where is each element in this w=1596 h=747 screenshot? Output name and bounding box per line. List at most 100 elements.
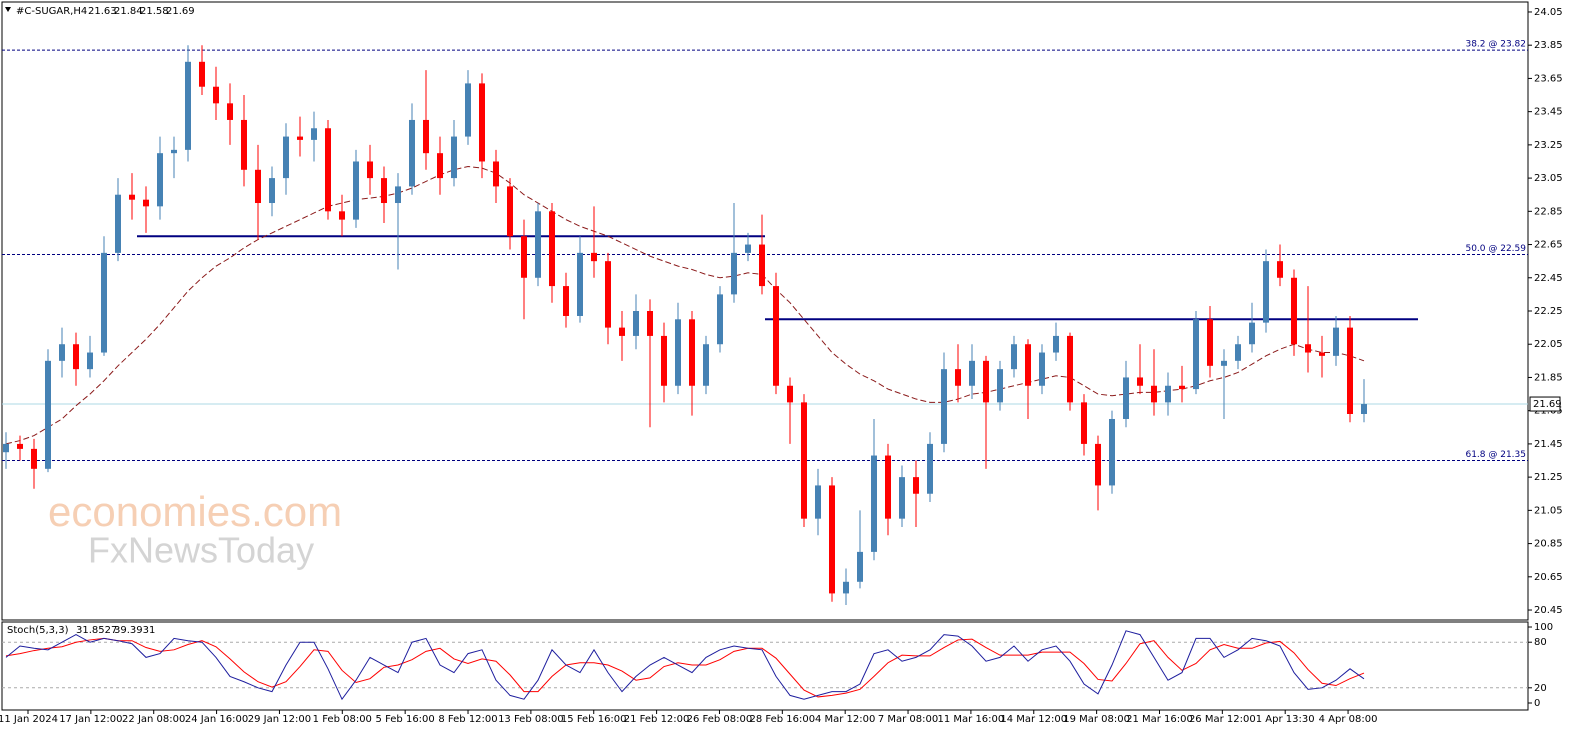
candle-body xyxy=(255,169,261,204)
x-tick-label: 26 Mar 12:00 xyxy=(1189,714,1256,725)
close: 21.69 xyxy=(166,6,195,17)
candle-body xyxy=(171,149,177,154)
candle-body xyxy=(997,369,1003,403)
x-tick-label: 5 Feb 16:00 xyxy=(376,714,435,725)
candle-body xyxy=(815,485,821,519)
candle-body xyxy=(423,119,429,154)
stoch-tick-label: 0 xyxy=(1534,698,1540,709)
candle-body xyxy=(1151,385,1157,403)
open: 21.63 xyxy=(88,6,117,17)
candle-body xyxy=(759,244,765,287)
candle-body xyxy=(703,344,709,386)
candle-body xyxy=(549,211,555,287)
candle-body xyxy=(1179,385,1185,390)
y-tick-label: 20.45 xyxy=(1534,605,1563,616)
candle-body xyxy=(731,252,737,295)
candle-body xyxy=(1277,261,1283,278)
y-tick-label: 24.05 xyxy=(1534,7,1563,18)
candle-body xyxy=(129,194,135,200)
x-tick-label: 29 Jan 12:00 xyxy=(248,714,311,725)
candle-body xyxy=(535,211,541,278)
fib-label: 61.8 @ 21.35 xyxy=(1465,450,1526,460)
candle-body xyxy=(983,360,989,403)
candle-body xyxy=(801,402,807,519)
candle-body xyxy=(395,186,401,204)
candle-body xyxy=(339,211,345,220)
x-tick-label: 19 Mar 08:00 xyxy=(1063,714,1130,725)
candle-body xyxy=(787,385,793,403)
candle-body xyxy=(675,319,681,386)
stoch-k: 31.8527 xyxy=(76,625,117,636)
candle-body xyxy=(451,136,457,179)
candle-body xyxy=(465,83,471,137)
y-tick-label: 23.25 xyxy=(1534,140,1563,151)
candle-body xyxy=(1347,327,1353,414)
candle-body xyxy=(969,360,975,386)
y-tick-label: 21.45 xyxy=(1534,439,1563,450)
candle-body xyxy=(73,344,79,370)
x-tick-label: 21 Feb 12:00 xyxy=(624,714,690,725)
y-tick-label: 22.65 xyxy=(1534,240,1563,251)
y-tick-label: 22.45 xyxy=(1534,273,1563,284)
candle-body xyxy=(773,286,779,386)
y-tick-label: 22.05 xyxy=(1534,339,1563,350)
candle-body xyxy=(577,252,583,316)
stoch-tick-label: 20 xyxy=(1534,683,1547,694)
candle-body xyxy=(521,236,527,278)
candle-body xyxy=(1123,377,1129,419)
y-tick-label: 22.25 xyxy=(1534,306,1563,317)
x-tick-label: 22 Jan 08:00 xyxy=(122,714,185,725)
candle-body xyxy=(45,360,51,469)
candle-body xyxy=(283,136,289,179)
candle-body xyxy=(1109,418,1115,486)
candle-body xyxy=(661,335,667,386)
candle-body xyxy=(1333,327,1339,356)
x-tick-label: 4 Apr 08:00 xyxy=(1319,714,1378,725)
candle-body xyxy=(591,252,597,262)
candle-body xyxy=(507,186,513,237)
x-tick-label: 21 Mar 16:00 xyxy=(1126,714,1193,725)
candle-body xyxy=(689,319,695,386)
y-tick-label: 23.65 xyxy=(1534,73,1563,84)
stoch-label: Stoch(5,3,3) xyxy=(7,625,69,636)
candle-body xyxy=(1319,352,1325,356)
candle-body xyxy=(479,83,485,162)
x-tick-label: 8 Feb 12:00 xyxy=(438,714,497,725)
candle-body xyxy=(1081,402,1087,444)
x-tick-label: 7 Mar 08:00 xyxy=(878,714,938,725)
candle-body xyxy=(1221,360,1227,366)
candle-body xyxy=(325,128,331,212)
candle-body xyxy=(913,477,919,494)
high: 21.84 xyxy=(114,6,143,17)
stoch-tick-label: 80 xyxy=(1534,637,1547,648)
candle-body xyxy=(1249,322,1255,345)
fib-label: 50.0 @ 22.59 xyxy=(1465,244,1526,254)
candle-body xyxy=(241,119,247,170)
y-tick-label: 22.85 xyxy=(1534,206,1563,217)
candle-body xyxy=(1263,261,1269,323)
menu-arrow[interactable] xyxy=(5,7,11,12)
last-price-label: 21.69 xyxy=(1533,399,1562,410)
candle-body xyxy=(857,551,863,582)
candle-body xyxy=(143,199,149,207)
candle-body xyxy=(1137,377,1143,386)
x-tick-label: 4 Mar 12:00 xyxy=(815,714,875,725)
y-tick-label: 23.05 xyxy=(1534,173,1563,184)
candle-body xyxy=(409,119,415,187)
stoch-d xyxy=(5,637,1365,698)
watermark: economies.com xyxy=(48,488,342,535)
x-tick-label: 1 Apr 13:30 xyxy=(1256,714,1315,725)
y-tick-label: 20.65 xyxy=(1534,572,1563,583)
x-tick-label: 1 Feb 08:00 xyxy=(313,714,372,725)
candle-body xyxy=(17,443,23,449)
y-tick-label: 21.85 xyxy=(1534,372,1563,383)
x-tick-label: 26 Feb 08:00 xyxy=(687,714,753,725)
candle-body xyxy=(1235,344,1241,361)
candle-body xyxy=(1053,335,1059,353)
candle-body xyxy=(941,369,947,444)
candle-body xyxy=(1039,352,1045,386)
candle-body xyxy=(1361,404,1367,414)
candle-body xyxy=(59,344,65,361)
candle-body xyxy=(745,244,751,253)
